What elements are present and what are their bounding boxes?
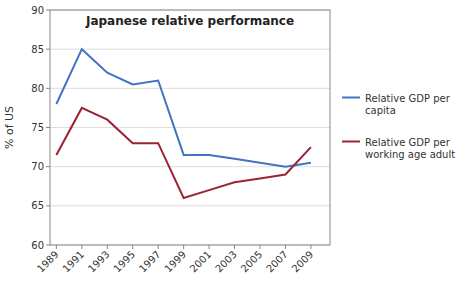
y-tick xyxy=(46,127,50,128)
y-tick xyxy=(46,205,50,206)
x-tick-label: 2009 xyxy=(290,249,316,275)
y-tick xyxy=(46,166,50,167)
legend-entry: Relative GDP perworking age adult xyxy=(365,137,455,160)
legend-swatch xyxy=(342,141,360,143)
x-tick-label: 1999 xyxy=(162,249,188,275)
y-tick xyxy=(46,88,50,89)
x-tick-label: 2005 xyxy=(239,249,265,275)
plot-area xyxy=(56,49,311,198)
x-tick-label: 2003 xyxy=(213,249,239,275)
grid-line xyxy=(50,205,330,206)
chart: 6065707580859019891991199319951997199920… xyxy=(0,0,474,295)
series-line xyxy=(56,49,311,167)
x-tick-label: 1991 xyxy=(60,249,86,275)
y-axis-label: % of US xyxy=(3,106,16,149)
legend-entry: Relative GDP percapita xyxy=(365,93,451,116)
x-tick-label: 2001 xyxy=(188,249,214,275)
x-tick-label: 1989 xyxy=(35,249,61,275)
plot-frame xyxy=(50,10,330,245)
grid-line xyxy=(50,127,330,128)
legend-line: Relative GDP per xyxy=(365,137,451,148)
x-tick xyxy=(260,245,261,249)
x-tick xyxy=(158,245,159,249)
y-tick xyxy=(46,245,50,246)
y-tick xyxy=(46,10,50,11)
y-tick-label: 80 xyxy=(31,83,44,94)
series-line xyxy=(56,108,311,198)
y-tick-label: 90 xyxy=(31,5,44,16)
y-tick-label: 85 xyxy=(31,44,44,55)
y-tick-label: 70 xyxy=(31,161,44,172)
x-tick xyxy=(209,245,210,249)
y-tick-label: 65 xyxy=(31,200,44,211)
x-tick-label: 1995 xyxy=(111,249,137,275)
legend-line: working age adult xyxy=(365,149,455,160)
y-tick xyxy=(46,49,50,50)
x-tick xyxy=(132,245,133,249)
x-tick xyxy=(107,245,108,249)
x-tick xyxy=(183,245,184,249)
x-tick xyxy=(310,245,311,249)
x-tick xyxy=(56,245,57,249)
x-tick xyxy=(234,245,235,249)
x-tick xyxy=(285,245,286,249)
legend-line: capita xyxy=(365,105,396,116)
legend-line: Relative GDP per xyxy=(365,93,451,104)
grid-line xyxy=(50,88,330,89)
title: Japanese relative performance xyxy=(85,14,294,28)
x-tick-label: 1993 xyxy=(86,249,112,275)
y-tick-label: 75 xyxy=(31,122,44,133)
x-tick xyxy=(81,245,82,249)
x-tick-label: 2007 xyxy=(264,249,290,275)
y-tick-label: 60 xyxy=(31,240,44,251)
legend-swatch xyxy=(342,97,360,99)
grid-line xyxy=(50,49,330,50)
x-tick-label: 1997 xyxy=(137,249,163,275)
